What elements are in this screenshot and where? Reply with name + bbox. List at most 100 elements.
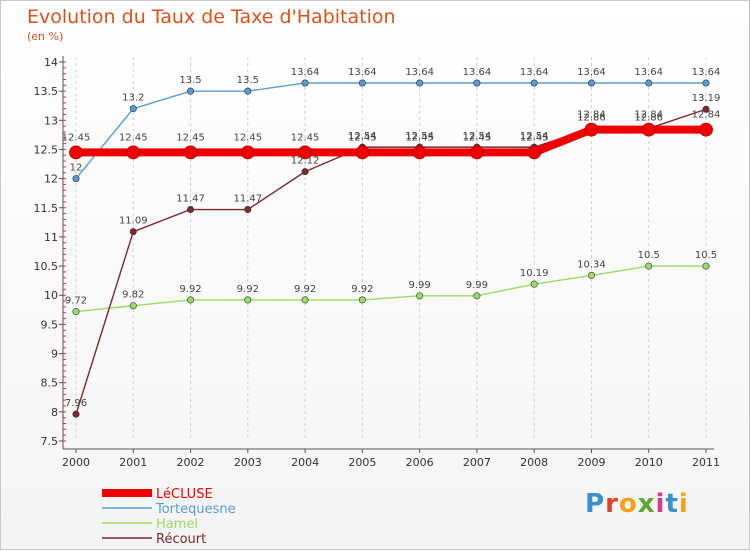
data-point [240,145,255,160]
series-line-1 [75,82,706,180]
y-tick-label: 13.5 [34,85,59,98]
data-label: 12 [70,163,83,174]
data-label: 12.54 [348,131,377,142]
data-point [641,122,656,137]
data-label: 12.45 [291,132,320,143]
data-label: 12.45 [62,132,91,143]
data-point [587,271,595,279]
data-label: 12.45 [233,132,262,143]
grid [75,57,707,441]
data-label: 11.47 [233,194,262,205]
data-point [244,296,252,304]
data-point [530,280,538,288]
data-label: 12.45 [463,132,492,143]
data-point [129,302,137,310]
data-point [183,145,198,160]
series-layer [69,79,713,418]
x-tick-label: 2007 [463,456,491,469]
data-label: 13.64 [577,67,606,78]
data-label: 12.45 [520,132,549,143]
data-label: 13.5 [179,75,201,86]
data-point [244,87,252,95]
data-label: 11.09 [119,216,148,227]
data-point [645,262,653,270]
data-label: 13.64 [692,67,721,78]
data-label: 13.64 [291,67,320,78]
data-point [470,145,484,160]
x-tick-label: 2003 [234,456,262,469]
data-label: 12.54 [405,131,434,142]
data-label: 13.64 [463,67,492,78]
x-tick-label: 2001 [119,456,147,469]
data-point [72,175,80,183]
data-point [412,145,427,160]
y-tick-label: 9 [51,348,58,361]
data-label: 12.86 [634,112,663,123]
y-tick-label: 14 [44,56,58,69]
data-point [702,105,710,113]
data-labels: 12 13.2 13.5 13.5 13.64 13.64 13.64 13.64 13.64 1… [62,67,721,409]
data-point [358,296,366,304]
y-tick-label: 7.5 [41,435,59,448]
data-point [301,79,309,87]
data-label: 12.45 [348,132,377,143]
x-tick-label: 2011 [692,456,720,469]
data-point [187,87,195,95]
legend-label: LéCLUSE [156,487,213,502]
x-tick-label: 2002 [177,456,205,469]
data-point [187,296,195,304]
data-label: 10.5 [695,250,717,261]
data-point [129,105,137,113]
data-label: 9.92 [294,284,316,295]
x-tick-label: 2009 [577,456,605,469]
data-label: 13.64 [405,67,434,78]
legend-label: Tortequesne [155,502,236,517]
data-point [187,206,195,214]
data-label: 13.2 [122,93,144,104]
y-tick-label: 10.5 [34,260,59,273]
data-label: 13.19 [692,93,721,104]
data-label: 12.12 [291,156,320,167]
data-point [473,292,481,300]
data-point [527,145,542,160]
x-tick-label: 2008 [520,456,548,469]
y-tick-label: 11 [44,231,58,244]
chart-subtitle: (en %) [27,30,64,43]
data-point [702,262,710,270]
data-point [72,308,80,316]
data-point [301,296,309,304]
data-label: 12.84 [692,110,721,121]
legend-label: Hamel [156,517,198,532]
data-label: 9.99 [409,280,431,291]
data-label: 13.5 [237,75,259,86]
data-label: 12.84 [634,110,663,121]
data-label: 12.45 [119,132,148,143]
axes: 7.5 8 8.5 9 9.5 10 10.5 11 11.5 12 12.5 13 13.5 14 200… [34,56,720,469]
data-label: 13.64 [634,67,663,78]
data-point [530,79,538,87]
data-point [699,122,713,137]
data-label: 12.45 [405,132,434,143]
data-label: 12.54 [520,131,549,142]
y-tick-label: 9.5 [41,318,59,331]
y-tick-label: 13 [44,114,58,127]
data-label: 11.47 [176,194,205,205]
data-label: 12.84 [577,110,606,121]
data-label: 13.64 [348,67,377,78]
y-tick-label: 8.5 [41,377,59,390]
data-point [72,410,80,418]
chart-title: Evolution du Taux de Taxe d'Habitation [27,6,396,28]
series-line-2 [75,265,706,313]
data-label: 10.5 [638,250,660,261]
data-point [416,79,424,87]
series-line-0 [76,125,706,157]
data-point [645,79,653,87]
data-label: 7.96 [65,398,87,409]
x-tick-label: 2000 [62,456,90,469]
x-tick-label: 2004 [291,456,319,469]
data-point [301,168,309,176]
data-point [244,206,252,214]
